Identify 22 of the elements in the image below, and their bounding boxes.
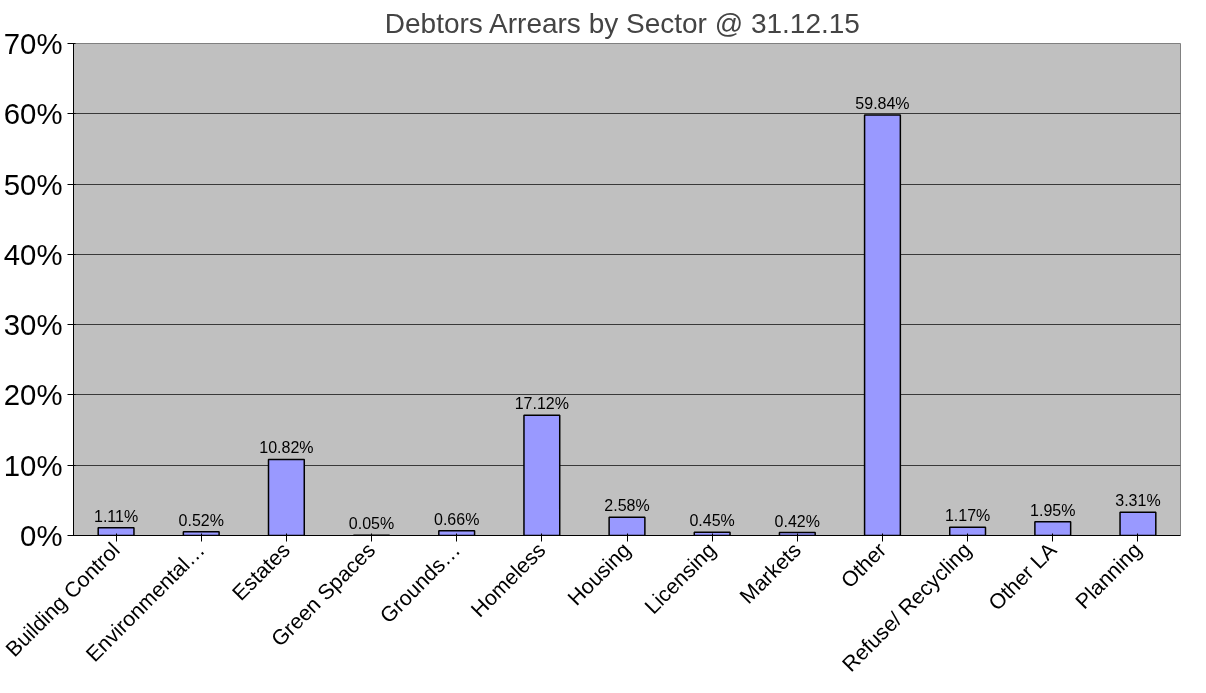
y-tick-label: 50% xyxy=(3,167,63,201)
data-label: 1.95% xyxy=(1030,501,1076,519)
data-label: 0.52% xyxy=(178,511,224,529)
data-label: 0.42% xyxy=(774,512,820,530)
y-tick-label: 10% xyxy=(3,448,63,482)
data-label: 59.84% xyxy=(855,94,910,112)
y-tick-label: 0% xyxy=(20,519,63,552)
data-label: 1.17% xyxy=(944,507,991,525)
y-tick-label: 60% xyxy=(3,97,63,131)
y-tick-label: 40% xyxy=(3,237,63,271)
data-label: 3.31% xyxy=(1115,492,1161,510)
data-label: 0.66% xyxy=(434,510,480,528)
data-label: 17.12% xyxy=(514,395,569,413)
data-label: 0.05% xyxy=(348,515,395,533)
data-label: 0.45% xyxy=(689,512,735,530)
y-tick-label: 20% xyxy=(3,378,63,412)
chart-title: Debtors Arrears by Sector @ 31.12.15 xyxy=(384,7,860,39)
y-tick-label: 30% xyxy=(3,308,63,342)
data-label: 10.82% xyxy=(259,439,314,457)
y-tick-label: 70% xyxy=(3,27,63,60)
data-label: 1.11% xyxy=(93,507,139,525)
data-label: 2.58% xyxy=(604,497,650,515)
